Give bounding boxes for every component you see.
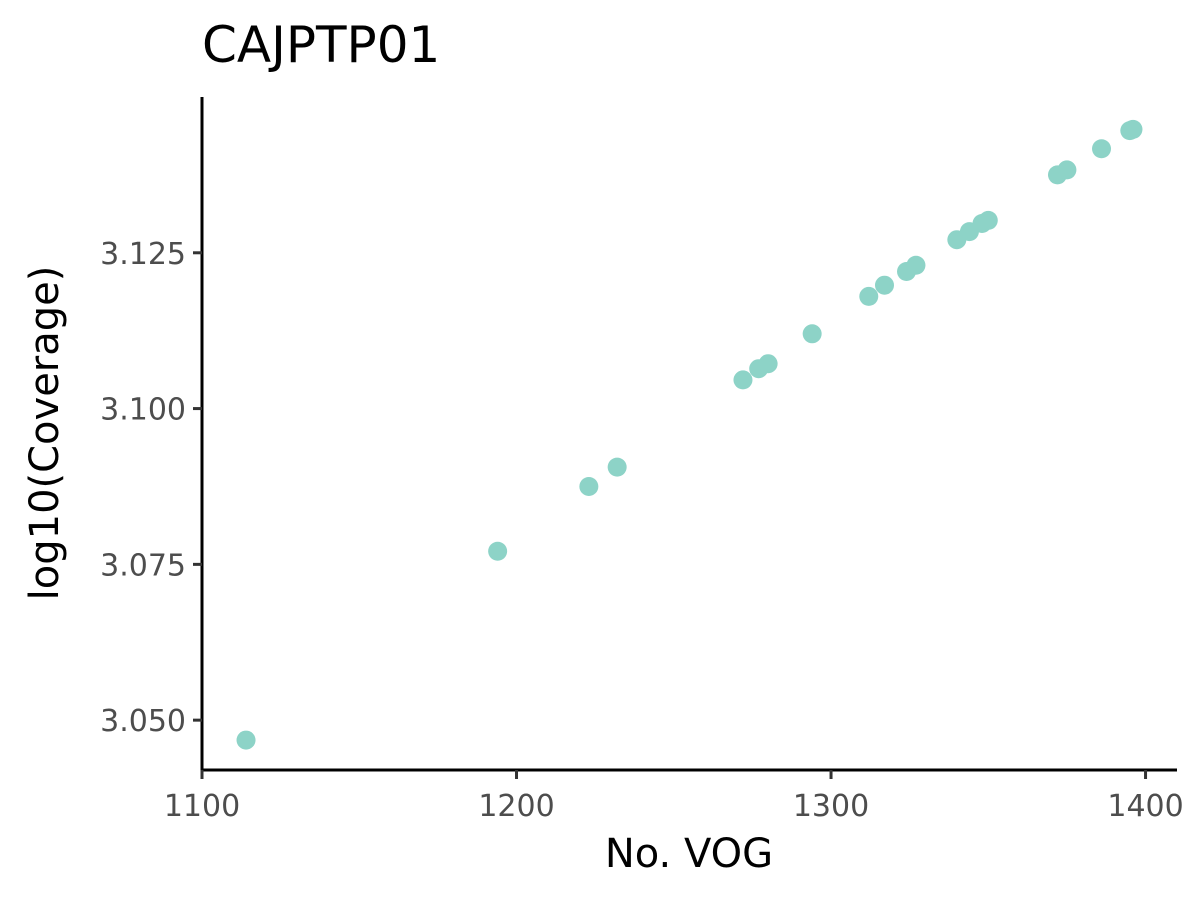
- y-tick-label: 3.050: [100, 704, 186, 739]
- y-axis-title: log10(Coverage): [22, 266, 68, 601]
- data-point: [488, 541, 508, 561]
- y-tick-label: 3.125: [100, 237, 186, 272]
- data-point: [859, 286, 879, 306]
- data-point: [978, 210, 998, 230]
- x-tick-label: 1400: [1107, 789, 1183, 824]
- x-tick-label: 1200: [478, 789, 554, 824]
- y-tick-label: 3.075: [100, 548, 186, 583]
- data-point: [1057, 160, 1077, 180]
- x-tick-label: 1100: [164, 789, 240, 824]
- data-point: [1123, 119, 1143, 139]
- chart-title: CAJPTP01: [202, 16, 440, 74]
- data-points: [236, 119, 1143, 750]
- data-point: [579, 476, 599, 496]
- x-axis-ticks: 1100 1200 1300 1400: [164, 770, 1184, 824]
- x-axis-title: No. VOG: [605, 831, 773, 877]
- data-point: [236, 730, 256, 750]
- data-point: [758, 354, 778, 374]
- data-point: [733, 370, 753, 390]
- data-point: [1092, 139, 1112, 159]
- y-tick-label: 3.100: [100, 393, 186, 428]
- data-point: [906, 255, 926, 275]
- data-point: [607, 457, 627, 477]
- x-tick-label: 1300: [793, 789, 869, 824]
- data-point: [802, 324, 822, 344]
- data-point: [875, 275, 894, 295]
- y-axis-ticks: 3.050 3.075 3.100 3.125: [100, 237, 202, 739]
